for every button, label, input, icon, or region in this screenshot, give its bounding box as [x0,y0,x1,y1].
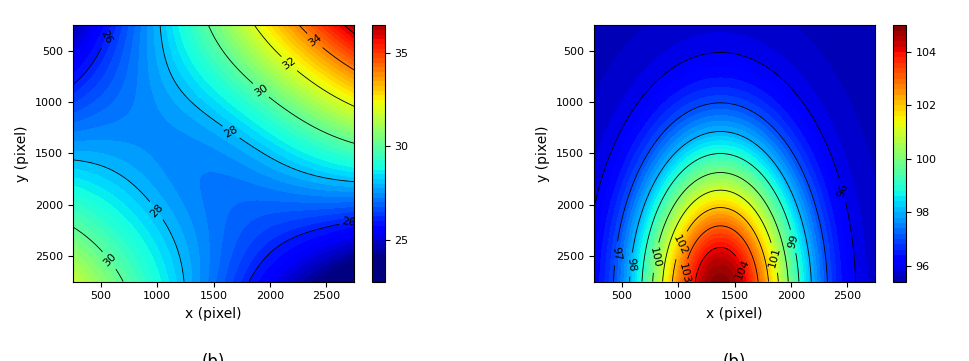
Text: (b): (b) [722,353,745,361]
Text: 26: 26 [98,29,113,46]
Text: 30: 30 [101,252,118,269]
Text: 104: 104 [733,257,751,280]
Text: 103: 103 [676,262,691,285]
Y-axis label: y (pixel): y (pixel) [16,125,29,182]
Text: 26: 26 [341,216,356,229]
Text: 34: 34 [306,32,323,49]
Text: 28: 28 [222,124,239,140]
Text: (b): (b) [202,353,225,361]
Text: 30: 30 [252,82,269,99]
Text: 32: 32 [280,56,297,72]
Text: 98: 98 [624,257,636,272]
Text: 102: 102 [671,233,689,256]
Text: 100: 100 [647,246,662,269]
X-axis label: x (pixel): x (pixel) [185,307,241,321]
Text: 101: 101 [766,246,782,269]
Text: 99: 99 [786,233,799,249]
Text: 97: 97 [610,245,621,261]
Text: 96: 96 [834,182,849,198]
Y-axis label: y (pixel): y (pixel) [536,125,549,182]
X-axis label: x (pixel): x (pixel) [705,307,762,321]
Text: 28: 28 [148,202,165,219]
